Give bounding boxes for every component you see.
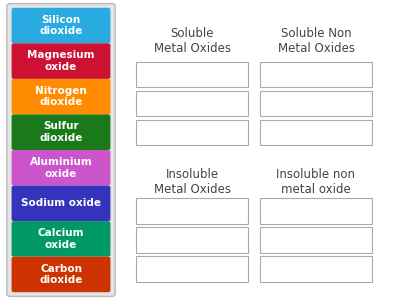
FancyBboxPatch shape (260, 227, 372, 253)
Text: Silicon
dioxide: Silicon dioxide (39, 15, 83, 36)
Text: Nitrogen
dioxide: Nitrogen dioxide (35, 86, 87, 107)
FancyBboxPatch shape (136, 120, 248, 145)
Text: Aluminium
oxide: Aluminium oxide (30, 157, 92, 178)
FancyBboxPatch shape (12, 8, 110, 43)
FancyBboxPatch shape (136, 256, 248, 282)
FancyBboxPatch shape (260, 256, 372, 282)
FancyBboxPatch shape (12, 221, 110, 256)
FancyBboxPatch shape (12, 150, 110, 185)
Text: Soluble
Metal Oxides: Soluble Metal Oxides (154, 27, 230, 55)
Text: Carbon
dioxide: Carbon dioxide (39, 264, 83, 285)
Text: Sulfur
dioxide: Sulfur dioxide (39, 122, 83, 143)
FancyBboxPatch shape (12, 256, 110, 292)
FancyBboxPatch shape (136, 61, 248, 87)
FancyBboxPatch shape (7, 4, 115, 296)
FancyBboxPatch shape (136, 91, 248, 116)
Text: Insoluble non
metal oxide: Insoluble non metal oxide (276, 168, 356, 196)
Text: Magnesium
oxide: Magnesium oxide (27, 50, 95, 72)
FancyBboxPatch shape (136, 227, 248, 253)
Text: Soluble Non
Metal Oxides: Soluble Non Metal Oxides (278, 27, 354, 55)
Text: Calcium
oxide: Calcium oxide (38, 228, 84, 250)
FancyBboxPatch shape (260, 91, 372, 116)
Text: Insoluble
Metal Oxides: Insoluble Metal Oxides (154, 168, 230, 196)
FancyBboxPatch shape (12, 114, 110, 150)
FancyBboxPatch shape (260, 61, 372, 87)
FancyBboxPatch shape (136, 198, 248, 224)
FancyBboxPatch shape (12, 79, 110, 115)
FancyBboxPatch shape (12, 44, 110, 79)
FancyBboxPatch shape (260, 198, 372, 224)
Text: Sodium oxide: Sodium oxide (21, 198, 101, 208)
FancyBboxPatch shape (12, 185, 110, 221)
FancyBboxPatch shape (260, 120, 372, 145)
